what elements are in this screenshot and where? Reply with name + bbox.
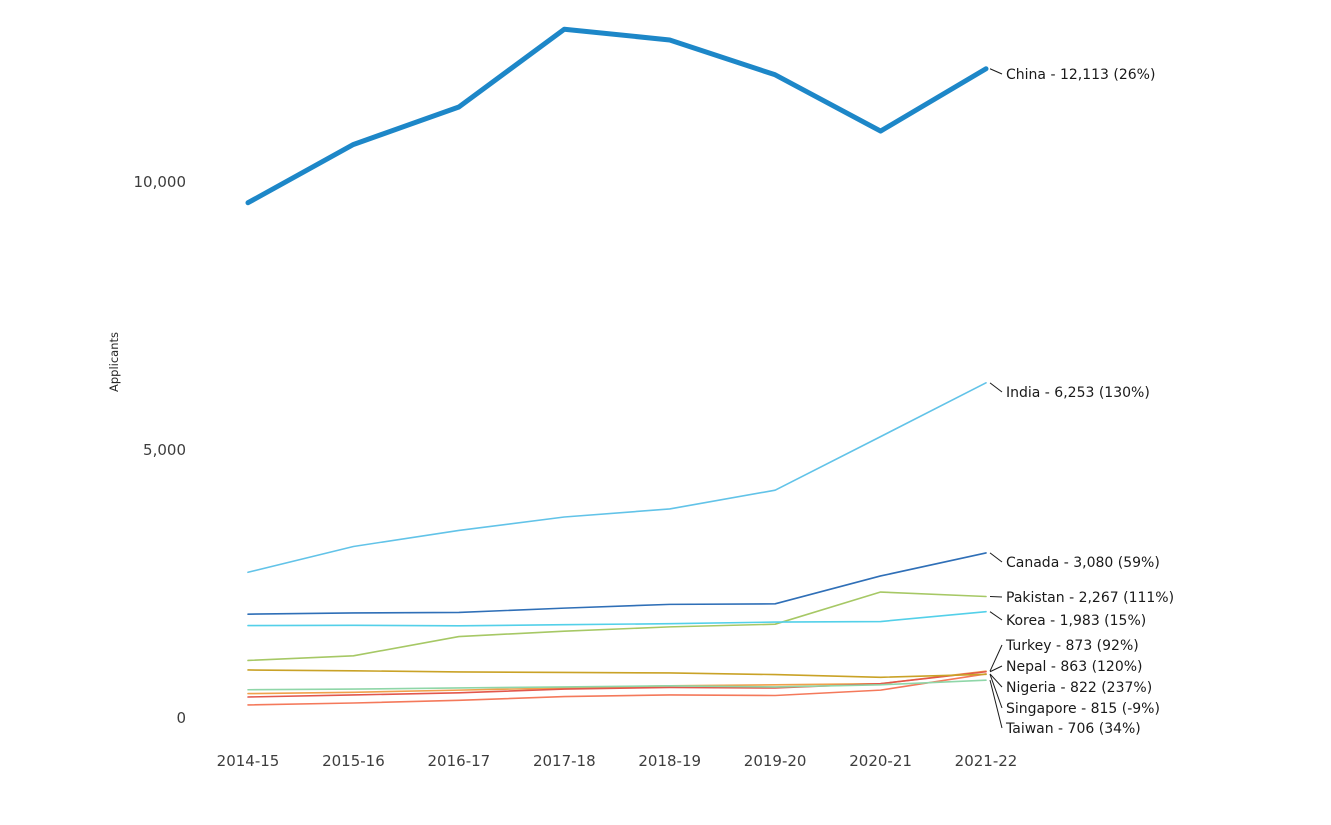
series-label-canada: Canada - 3,080 (59%) [1006,555,1160,571]
series-line-pakistan [247,591,987,662]
y-axis-title: Applicants [107,332,121,392]
series-line-korea [247,610,987,627]
series-label-taiwan: Taiwan - 706 (34%) [1005,721,1141,737]
ytick-label-5000: 5,000 [143,441,186,459]
series-line-china [245,26,989,206]
series-label-singapore: Singapore - 815 (-9%) [1006,701,1160,717]
leader-line-pakistan [989,595,1003,598]
series-label-pakistan: Pakistan - 2,267 (111%) [1006,590,1174,606]
xtick-label-2015-16: 2015-16 [322,752,385,770]
leader-line-china [989,68,1003,75]
leader-line-turkey [989,644,1003,672]
series-label-china: China - 12,113 (26%) [1006,67,1155,83]
xtick-label-2014-15: 2014-15 [217,752,280,770]
leader-line-nigeria [989,673,1003,688]
ytick-label-0: 0 [176,709,186,727]
series-label-india: India - 6,253 (130%) [1006,385,1150,401]
series-label-turkey: Turkey - 873 (92%) [1005,638,1139,654]
leader-line-canada [989,552,1003,563]
leader-line-nepal [989,665,1003,673]
series-line-taiwan [247,679,987,691]
xtick-label-2017-18: 2017-18 [533,752,596,770]
series-line-canada [247,552,987,615]
series-line-singapore [247,669,987,679]
series-label-nigeria: Nigeria - 822 (237%) [1006,680,1152,696]
series-line-nigeria [247,673,987,706]
xtick-label-2020-21: 2020-21 [849,752,912,770]
leader-line-singapore [989,674,1003,709]
ytick-label-10000: 10,000 [134,173,187,191]
leader-line-korea [989,611,1003,621]
xtick-label-2016-17: 2016-17 [428,752,491,770]
series-label-korea: Korea - 1,983 (15%) [1006,613,1146,629]
xtick-label-2018-19: 2018-19 [638,752,701,770]
series-label-nepal: Nepal - 863 (120%) [1006,659,1143,675]
xtick-label-2021-22: 2021-22 [955,752,1018,770]
leader-line-taiwan [989,680,1003,729]
leader-line-india [989,382,1003,393]
xtick-label-2019-20: 2019-20 [744,752,807,770]
series-line-india [247,382,987,574]
